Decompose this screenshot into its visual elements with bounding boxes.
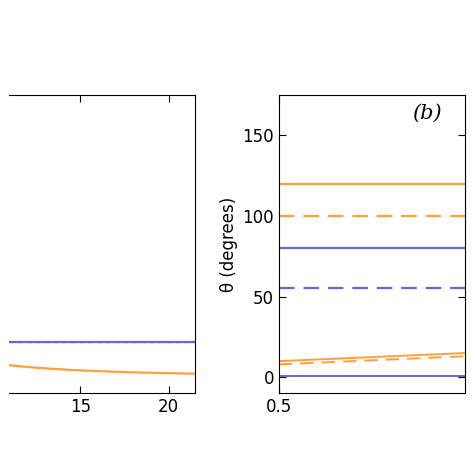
Text: (b): (b) bbox=[412, 104, 442, 123]
Y-axis label: θ (degrees): θ (degrees) bbox=[220, 197, 238, 292]
